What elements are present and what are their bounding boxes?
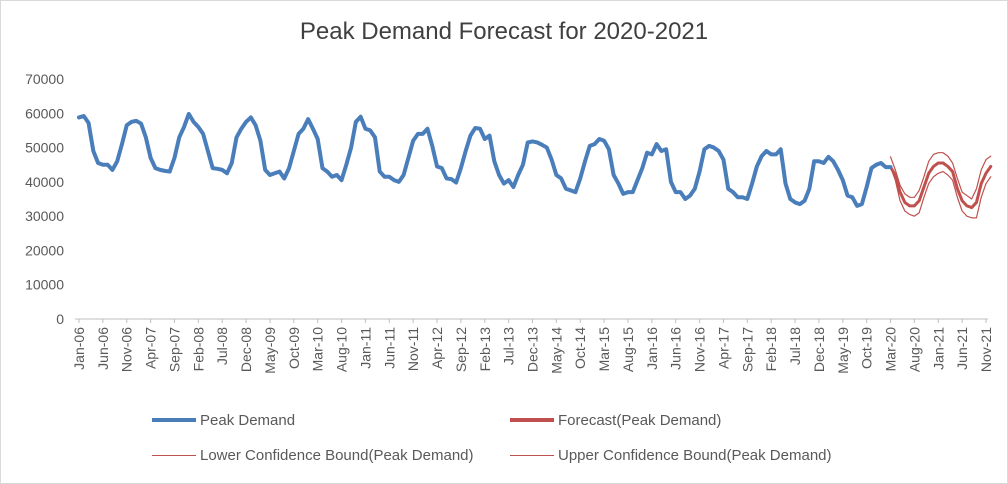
y-tick-label: 50000 [25, 140, 64, 156]
x-tick-label: May-19 [835, 327, 851, 374]
x-tick-label: May-09 [262, 327, 278, 374]
y-tick-label: 20000 [25, 242, 64, 258]
x-tick-label: Jan-21 [930, 327, 946, 370]
x-tick-label: Jun-11 [381, 327, 397, 369]
y-tick-label: 40000 [25, 174, 64, 190]
x-tick-label: Nov-21 [978, 327, 994, 372]
x-tick-label: Jun-21 [954, 327, 970, 370]
x-tick-label: Oct-19 [859, 327, 875, 369]
x-tick-label: Nov-06 [119, 327, 135, 372]
x-tick-label: Aug-15 [620, 327, 636, 372]
legend-label-lower-bound: Lower Confidence Bound(Peak Demand) [200, 446, 474, 464]
x-tick-label: Jan-06 [71, 327, 87, 370]
x-tick-label: Mar-15 [596, 327, 612, 372]
x-tick-label: Sep-07 [166, 327, 182, 372]
x-tick-label: Jul-08 [214, 327, 230, 365]
x-tick-label: Feb-18 [763, 327, 779, 372]
legend-label-upper-bound: Upper Confidence Bound(Peak Demand) [558, 446, 832, 464]
series-line-forecast [889, 161, 993, 210]
y-tick-label: 30000 [25, 208, 64, 224]
legend-label-forecast: Forecast(Peak Demand) [558, 411, 722, 429]
series-layer [77, 111, 993, 219]
x-tick-label: Oct-14 [572, 327, 588, 369]
x-tick-label: Sep-12 [453, 327, 469, 372]
legend-swatch-upper-bound [510, 454, 554, 456]
x-tick-label: Aug-20 [906, 327, 922, 372]
series-line-peak-demand [77, 111, 893, 208]
legend-item-forecast: Forecast(Peak Demand) [510, 410, 721, 430]
x-tick-label: Jan-16 [644, 327, 660, 370]
y-tick-label: 0 [56, 311, 64, 327]
x-tick-label: Dec-18 [811, 327, 827, 372]
x-tick-label: Dec-08 [238, 327, 254, 372]
y-tick-label: 10000 [25, 277, 64, 293]
x-tick-label: Aug-10 [334, 327, 350, 372]
x-tick-label: May-14 [548, 327, 564, 374]
legend-swatch-forecast [510, 418, 554, 422]
x-tick-label: Apr-12 [429, 327, 445, 369]
x-tick-label: Sep-17 [739, 327, 755, 372]
x-tick-label: Jun-16 [668, 327, 684, 370]
x-tick-label: Jul-18 [787, 327, 803, 365]
series-line-upper-bound [889, 152, 992, 200]
legend-swatch-peak-demand [152, 418, 196, 422]
x-tick-label: Apr-07 [143, 327, 159, 369]
y-axis: 0 10000 20000 30000 40000 50000 60000 70000 [25, 71, 64, 327]
x-tick-label: Dec-13 [525, 327, 541, 372]
x-tick-label: Feb-08 [190, 327, 206, 372]
x-tick-label: Mar-20 [883, 327, 899, 372]
x-axis: Jan-06 Jun-06 Nov-06 Apr-07 Sep-07 Feb-08 Jul-… [71, 318, 994, 374]
x-tick-label: Mar-10 [310, 327, 326, 372]
x-tick-label: Apr-17 [715, 327, 731, 369]
y-tick-label: 70000 [25, 71, 64, 87]
legend-item-upper-bound: Upper Confidence Bound(Peak Demand) [510, 445, 832, 465]
x-tick-label: Nov-16 [692, 327, 708, 372]
series-line-lower-bound [889, 166, 992, 219]
y-tick-label: 60000 [25, 105, 64, 121]
legend-item-peak-demand: Peak Demand [152, 410, 295, 430]
legend-item-lower-bound: Lower Confidence Bound(Peak Demand) [152, 445, 474, 465]
x-tick-label: Jun-06 [95, 327, 111, 370]
x-tick-label: Nov-11 [405, 327, 421, 371]
x-tick-label: Jul-13 [501, 327, 517, 365]
legend-label-peak-demand: Peak Demand [200, 411, 296, 429]
x-tick-label: Feb-13 [477, 327, 493, 372]
x-tick-label: Oct-09 [286, 327, 302, 369]
chart-title: Peak Demand Forecast for 2020-2021 [299, 18, 709, 45]
x-tick-label: Jan-11 [357, 327, 373, 369]
legend-swatch-lower-bound [152, 454, 196, 456]
